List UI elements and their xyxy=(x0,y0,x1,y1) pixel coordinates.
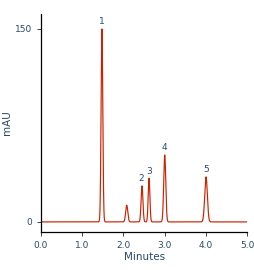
Text: 5: 5 xyxy=(202,165,208,174)
Text: 4: 4 xyxy=(161,143,167,153)
Y-axis label: mAU: mAU xyxy=(2,110,12,135)
Text: 2: 2 xyxy=(138,174,144,183)
Text: 3: 3 xyxy=(146,167,151,176)
Text: 1: 1 xyxy=(99,17,104,26)
X-axis label: Minutes: Minutes xyxy=(123,252,164,262)
